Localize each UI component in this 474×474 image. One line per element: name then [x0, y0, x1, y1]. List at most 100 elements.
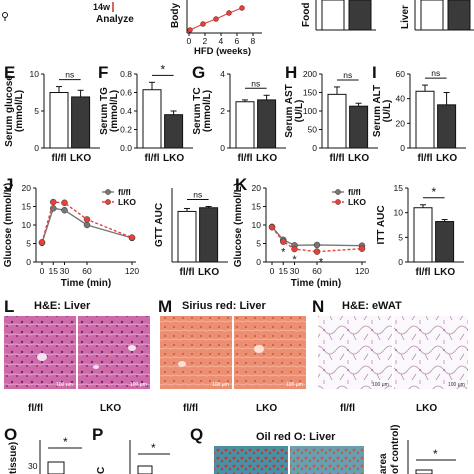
- panel-Q-title: Oil red O: Liver: [256, 431, 336, 443]
- chart-J-ytick-label-4: 20: [22, 183, 32, 193]
- chart-J_AUC: fl/fl LKO ns GTT AUC: [154, 188, 228, 278]
- chart-K-annotation-1: *: [292, 254, 297, 266]
- chart-J_AUC-xcat-0: fl/fl: [180, 267, 195, 278]
- hfd-weight-curve: [187, 5, 245, 33]
- chart-G-bar-0: [235, 101, 255, 149]
- panel-M-flfl-scalebar: 100 μm: [212, 382, 229, 388]
- chart-K_AUC-ytick-label-0: 0: [398, 257, 403, 267]
- chart-K-ytick-label-3: 15: [252, 202, 262, 212]
- panel-Q-lko-image: [290, 446, 364, 474]
- panel-Q-sig: *: [433, 447, 438, 461]
- panel-N-lko-scalebar: 100 μm: [448, 382, 465, 388]
- chart-H-ytick-label-3: 150: [303, 88, 317, 98]
- chart-F-sig-label: *: [160, 62, 165, 76]
- panel-N-lko-label: LKO: [416, 403, 437, 414]
- chart-E-bar-1: [71, 96, 91, 149]
- chart-F-ytick-label-3: 0.6: [120, 88, 132, 98]
- chart-I-bar-0: [415, 90, 435, 149]
- chart-K-xtick-label-4: 120: [355, 266, 369, 276]
- panel-O-tick: 30: [28, 461, 38, 471]
- chart-J-point-1-2: [61, 199, 68, 207]
- panel-M-flfl-vessel: [178, 361, 186, 367]
- liver-bar-lko: [447, 0, 471, 31]
- chart-J-point-1-3: [83, 216, 91, 223]
- chart-K-ytick-label-2: 10: [252, 220, 262, 230]
- chart-G-bar-1: [257, 99, 277, 149]
- body-ylabel: Body: [170, 3, 181, 28]
- timeline-week: 14w: [93, 2, 111, 12]
- chart-J-xlabel: Time (min): [61, 278, 111, 289]
- panel-Q-ylabel: area: [378, 453, 389, 474]
- chart-K_AUC-ytick-label-3: 15: [394, 183, 404, 193]
- panel-letter-O: O: [4, 425, 17, 444]
- panel-L-lko-vessel: [128, 345, 136, 351]
- chart-F-bar-0: [142, 89, 162, 149]
- hfd-xtick-label-2: 4: [219, 36, 224, 46]
- chart-J-xtick-label-3: 60: [82, 266, 92, 276]
- panel-L-lko-label: LKO: [100, 403, 121, 414]
- chart-K-annotation-2: *: [319, 257, 324, 269]
- chart-I-xcat-1: LKO: [436, 153, 457, 164]
- chart-K-point-1-0: [268, 223, 276, 231]
- chart-I-ylabel: Serum ALT: [372, 85, 383, 137]
- hfd-xtick-label-3: 6: [235, 36, 240, 46]
- chart-H-bar-0: [327, 93, 347, 149]
- chart-J-legend-marker-0: [105, 189, 111, 195]
- panel-N-images: H&E: eWAT 100 μm 100 μm fl/fl LKO: [318, 300, 468, 414]
- panel-M-images: Sirius red: Liver 100 μm 100 μm fl/fl LK…: [160, 300, 306, 414]
- chart-K_AUC-bar-0: [413, 207, 433, 263]
- chart-H: 0 50 100 150 200 fl/fl LKO ns Serum AST (U/L): [284, 69, 378, 164]
- chart-E-xcat-0: fl/fl: [52, 153, 67, 164]
- chart-I-ytick-label-2: 40: [396, 94, 406, 104]
- chart-F-xcat-1: LKO: [163, 153, 184, 164]
- liver-bar-flfl: [420, 0, 444, 31]
- chart-J_AUC-xcat-1: LKO: [198, 267, 219, 278]
- chart-J-ytick-label-2: 10: [22, 220, 32, 230]
- chart-E-sig-label: ns: [65, 70, 74, 80]
- chart-K-legend-marker-1: [335, 199, 341, 205]
- panel-letter-L: L: [4, 297, 14, 316]
- timeline-marker-icon: [2, 12, 8, 18]
- chart-J_AUC-sig-label: ns: [193, 190, 202, 200]
- chart-G-ylabel: Serum TC: [192, 87, 203, 134]
- chart-J-xtick-label-4: 120: [125, 266, 139, 276]
- chart-J-xtick-label-0: 0: [40, 266, 45, 276]
- panel-letter-G: G: [192, 63, 205, 82]
- chart-G: 0 2 4 fl/fl LKO ns Serum TC (mmol/L): [192, 69, 286, 164]
- chart-K_AUC: 0 5 10 15 fl/fl LKO * ITT AUC: [376, 183, 464, 278]
- chart-J_AUC-bar-1: [199, 207, 219, 263]
- chart-J-point-0-2: [61, 206, 68, 214]
- chart-K-ytick-label-4: 20: [252, 183, 262, 193]
- hfd-xtick-label-0: 0: [187, 36, 192, 46]
- chart-I-ytick-label-3: 60: [396, 69, 406, 79]
- chart-J-ytick-label-0: 0: [26, 257, 31, 267]
- chart-J-xtick-label-2: 30: [60, 266, 70, 276]
- panel-M-lko-scalebar: 100 μm: [286, 382, 303, 388]
- chart-K-legend-label-1: LKO: [348, 197, 366, 207]
- chart-K_AUC-ylabel: ITT AUC: [376, 205, 387, 244]
- hfd-point-2: [213, 16, 219, 22]
- chart-J-legend-marker-1: [105, 199, 111, 205]
- panel-L-flfl-image: [4, 316, 76, 389]
- chart-G-unit: (mmol/L): [202, 90, 213, 132]
- chart-E-xcat-1: LKO: [70, 153, 91, 164]
- chart-E-ytick-label-2: 10: [30, 69, 40, 79]
- chart-E-ylabel: Serum glucose: [4, 75, 15, 147]
- panel-M-title: Sirius red: Liver: [182, 300, 266, 312]
- panel-N-flfl-label: fl/fl: [340, 403, 355, 414]
- chart-K-ylabel: Glucose (mmol/L): [233, 183, 244, 267]
- chart-I-sig-label: ns: [431, 68, 440, 78]
- chart-I-ytick-label-1: 20: [396, 118, 406, 128]
- chart-K-xtick-label-0: 0: [270, 266, 275, 276]
- panel-P-ylabel: C: [96, 467, 107, 474]
- chart-F-ytick-label-0: 0.0: [120, 143, 132, 153]
- hfd-xtick-label-4: 8: [251, 36, 256, 46]
- chart-K-xtick-label-2: 30: [290, 266, 300, 276]
- panel-L-lko-image: [78, 316, 150, 389]
- panel-letter-J: J: [4, 175, 13, 194]
